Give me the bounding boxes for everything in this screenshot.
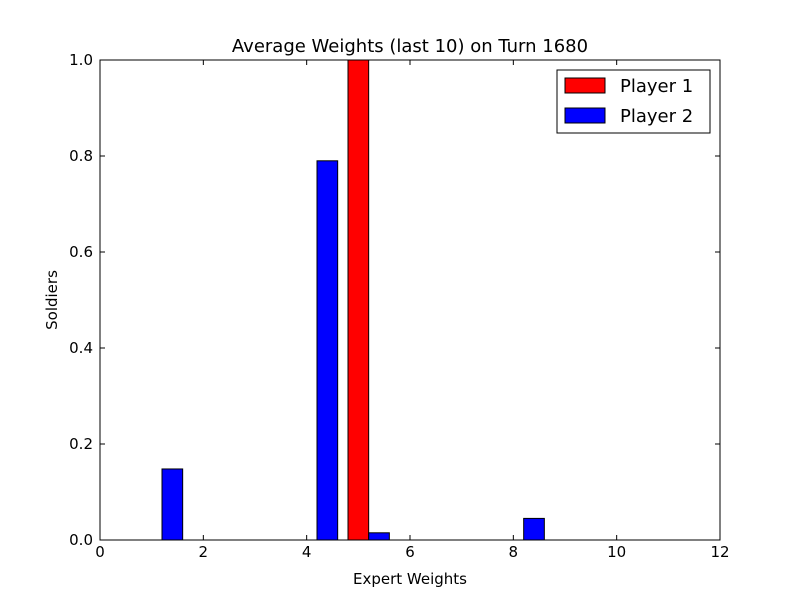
legend-swatch-player-1 (564, 77, 606, 94)
legend: Player 1 Player 2 (556, 69, 711, 134)
bars-group (161, 59, 545, 541)
x-tick-label: 12 (710, 543, 729, 561)
y-tick-label: 0.2 (69, 435, 93, 453)
legend-label-player-2: Player 2 (620, 106, 693, 127)
bar-series-2-5 (368, 532, 390, 541)
y-tick-label: 0.0 (69, 531, 93, 549)
legend-label-player-1: Player 1 (620, 76, 693, 97)
x-tick-label: 10 (607, 543, 626, 561)
y-axis-label: Soldiers (43, 270, 61, 330)
x-tick-label: 6 (405, 543, 415, 561)
chart-title: Average Weights (last 10) on Turn 1680 (232, 36, 588, 57)
x-tick-label: 8 (509, 543, 519, 561)
bar-series-1-5 (347, 59, 370, 541)
bar-series-2-1 (161, 468, 184, 541)
bar-series-2-8 (523, 517, 545, 541)
legend-swatch-player-2 (564, 107, 606, 124)
y-tick-label: 0.6 (69, 243, 93, 261)
y-tick-label: 0.4 (69, 339, 93, 357)
x-tick-label: 0 (95, 543, 105, 561)
axis-ticks: 0 2 4 6 8 10 12 0.0 0.2 0.4 0.6 0.8 1.0 (69, 51, 729, 561)
y-tick-label: 1.0 (69, 51, 93, 69)
x-tick-label: 4 (302, 543, 312, 561)
x-axis-label: Expert Weights (353, 570, 467, 588)
y-tick-label: 0.8 (69, 147, 93, 165)
x-tick-label: 2 (199, 543, 209, 561)
bar-series-2-4 (316, 160, 339, 541)
